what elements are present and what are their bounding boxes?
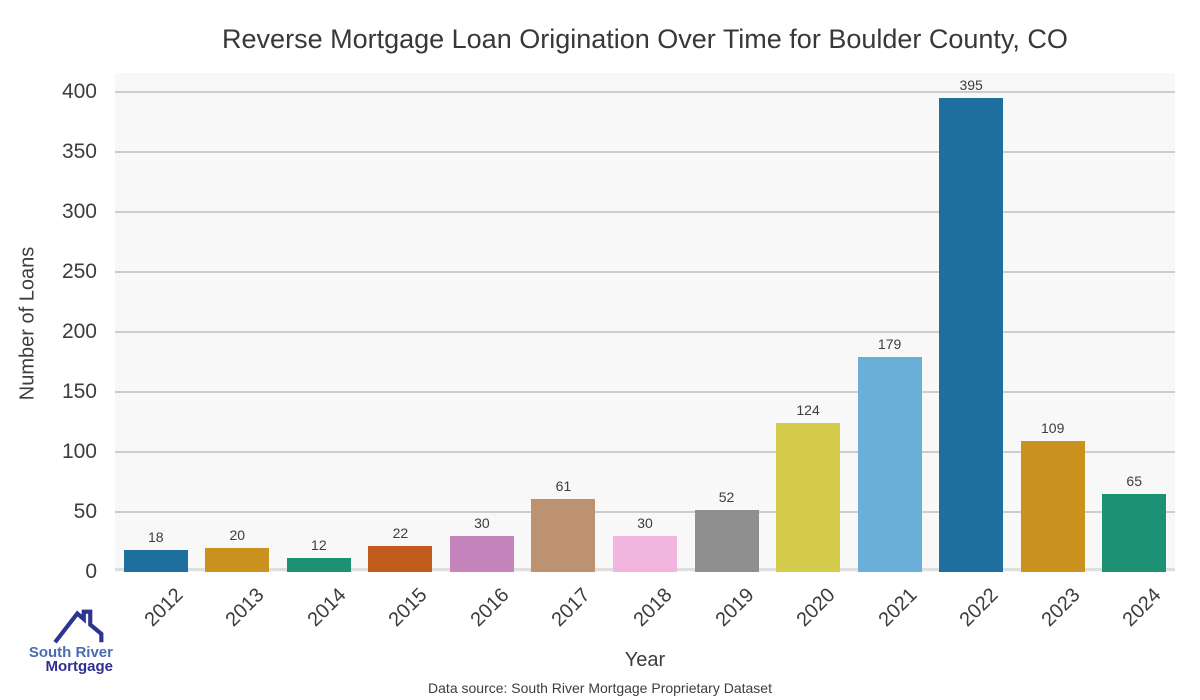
bar-value-label-2018: 30 [637, 515, 653, 532]
bar-value-label-2017: 61 [555, 477, 572, 494]
bar-2012 [123, 550, 188, 572]
bar-2022 [939, 98, 1004, 572]
gridline-y-100 [115, 451, 1175, 454]
chart-title: Reverse Mortgage Loan Origination Over T… [222, 24, 1068, 54]
bar-2019 [694, 509, 759, 572]
gridline-y-50 [115, 511, 1175, 514]
y-tick-label-250: 250 [61, 260, 97, 284]
bar-2023 [1020, 441, 1085, 572]
bar-value-label-2012: 18 [147, 529, 164, 546]
gridline-y-400 [115, 91, 1175, 94]
x-axis-label: Year [624, 649, 666, 671]
y-tick-label-150: 150 [61, 380, 97, 404]
y-tick-label-100: 100 [61, 440, 97, 464]
bar-value-label-2013: 20 [229, 527, 246, 544]
logo-south-river-mortgage: South River Mortgage [18, 608, 113, 674]
y-tick-label-200: 200 [61, 320, 97, 344]
bar-value-label-2023: 109 [1041, 420, 1065, 437]
y-tick-label-0: 0 [85, 560, 97, 583]
bar-2021 [857, 357, 922, 572]
gridline-y-150 [115, 391, 1175, 394]
bar-value-label-2020: 124 [796, 402, 820, 419]
bar-value-label-2021: 179 [877, 336, 902, 353]
bar-2013 [205, 548, 270, 572]
bar-2017 [531, 498, 596, 572]
bar-2015 [368, 545, 433, 572]
y-tick-label-50: 50 [73, 500, 97, 524]
logo-line2: Mortgage [45, 658, 114, 675]
gridline-y-300 [115, 211, 1175, 214]
gridline-y-350 [115, 151, 1175, 154]
logo-line1: South River [28, 644, 113, 661]
bar-2016 [449, 536, 514, 572]
bar-value-label-2014: 12 [311, 536, 327, 553]
y-tick-label-300: 300 [61, 200, 97, 224]
bar-value-label-2016: 30 [474, 515, 490, 532]
house-roof-icon [53, 609, 104, 644]
bar-value-label-2022: 395 [959, 77, 983, 94]
y-tick-label-400: 400 [61, 80, 97, 104]
bar-2014 [286, 557, 351, 572]
gridline-y-250 [115, 271, 1175, 274]
bar-2020 [776, 423, 841, 572]
bar-value-label-2024: 65 [1126, 473, 1142, 490]
y-tick-label-350: 350 [61, 140, 97, 164]
gridline-y-200 [115, 331, 1175, 334]
bar-2024 [1102, 494, 1167, 572]
data-source-note: Data source: South River Mortgage Propri… [428, 680, 772, 696]
bar-value-label-2019: 52 [718, 488, 735, 505]
bar-2018 [613, 536, 677, 572]
bar-value-label-2015: 22 [392, 524, 409, 541]
plot-area: 18 20 12 22 30 61 30 52 124 179 395 109 65 [115, 73, 1175, 572]
